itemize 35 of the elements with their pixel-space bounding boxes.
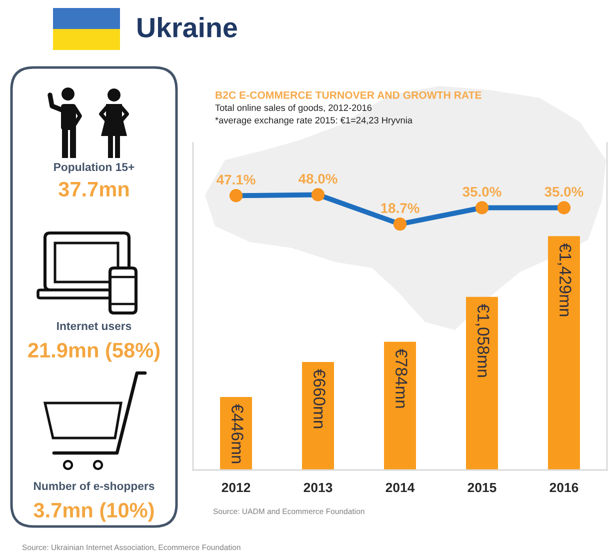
bar (302, 362, 334, 470)
data-label: 47.1% (216, 174, 256, 185)
text: Population 15+ (54, 162, 134, 174)
x-tick-label: 2013 (304, 482, 332, 492)
point (475, 201, 489, 214)
text: 21.9mn (58%) (28, 342, 160, 362)
text: *average exchange rate 2015: €1=24,23 Hryvnia (215, 116, 412, 126)
x-tick-label: 2014 (386, 482, 415, 492)
text: 37.7mn (58, 182, 129, 197)
data-label: 48.0% (298, 174, 338, 184)
data-label: €660mn (314, 369, 326, 428)
data-label: 18.7% (381, 203, 420, 213)
data-label: €1,429mn (558, 243, 572, 316)
bar (548, 236, 580, 470)
bar (220, 397, 252, 470)
text: Ukraine (138, 17, 237, 38)
x-tick-label: 2015 (468, 482, 496, 492)
text: Number of e-shoppers (34, 482, 154, 492)
point (229, 189, 243, 202)
point (557, 201, 571, 214)
bar (384, 342, 416, 470)
data-label: 35.0% (462, 186, 502, 197)
point (393, 217, 407, 231)
x-tick-label: 2012 (222, 482, 250, 492)
x-tick-label: 2016 (550, 482, 578, 492)
data-label: 35.0% (544, 186, 584, 197)
bar (466, 296, 498, 470)
chart-subtitle: Total online sales of goods, 2012-2016 (215, 104, 372, 113)
data-label: €446mn (232, 404, 244, 464)
point (311, 188, 325, 202)
text: Internet users (57, 322, 132, 330)
data-label: €784mn (396, 348, 408, 408)
chart-title: B2C E-COMMERCE TURNOVER AND GROWTH RATE (216, 91, 482, 99)
text: 3.7mn (10%) (34, 502, 154, 522)
data-label: €1,058mn (476, 304, 490, 377)
